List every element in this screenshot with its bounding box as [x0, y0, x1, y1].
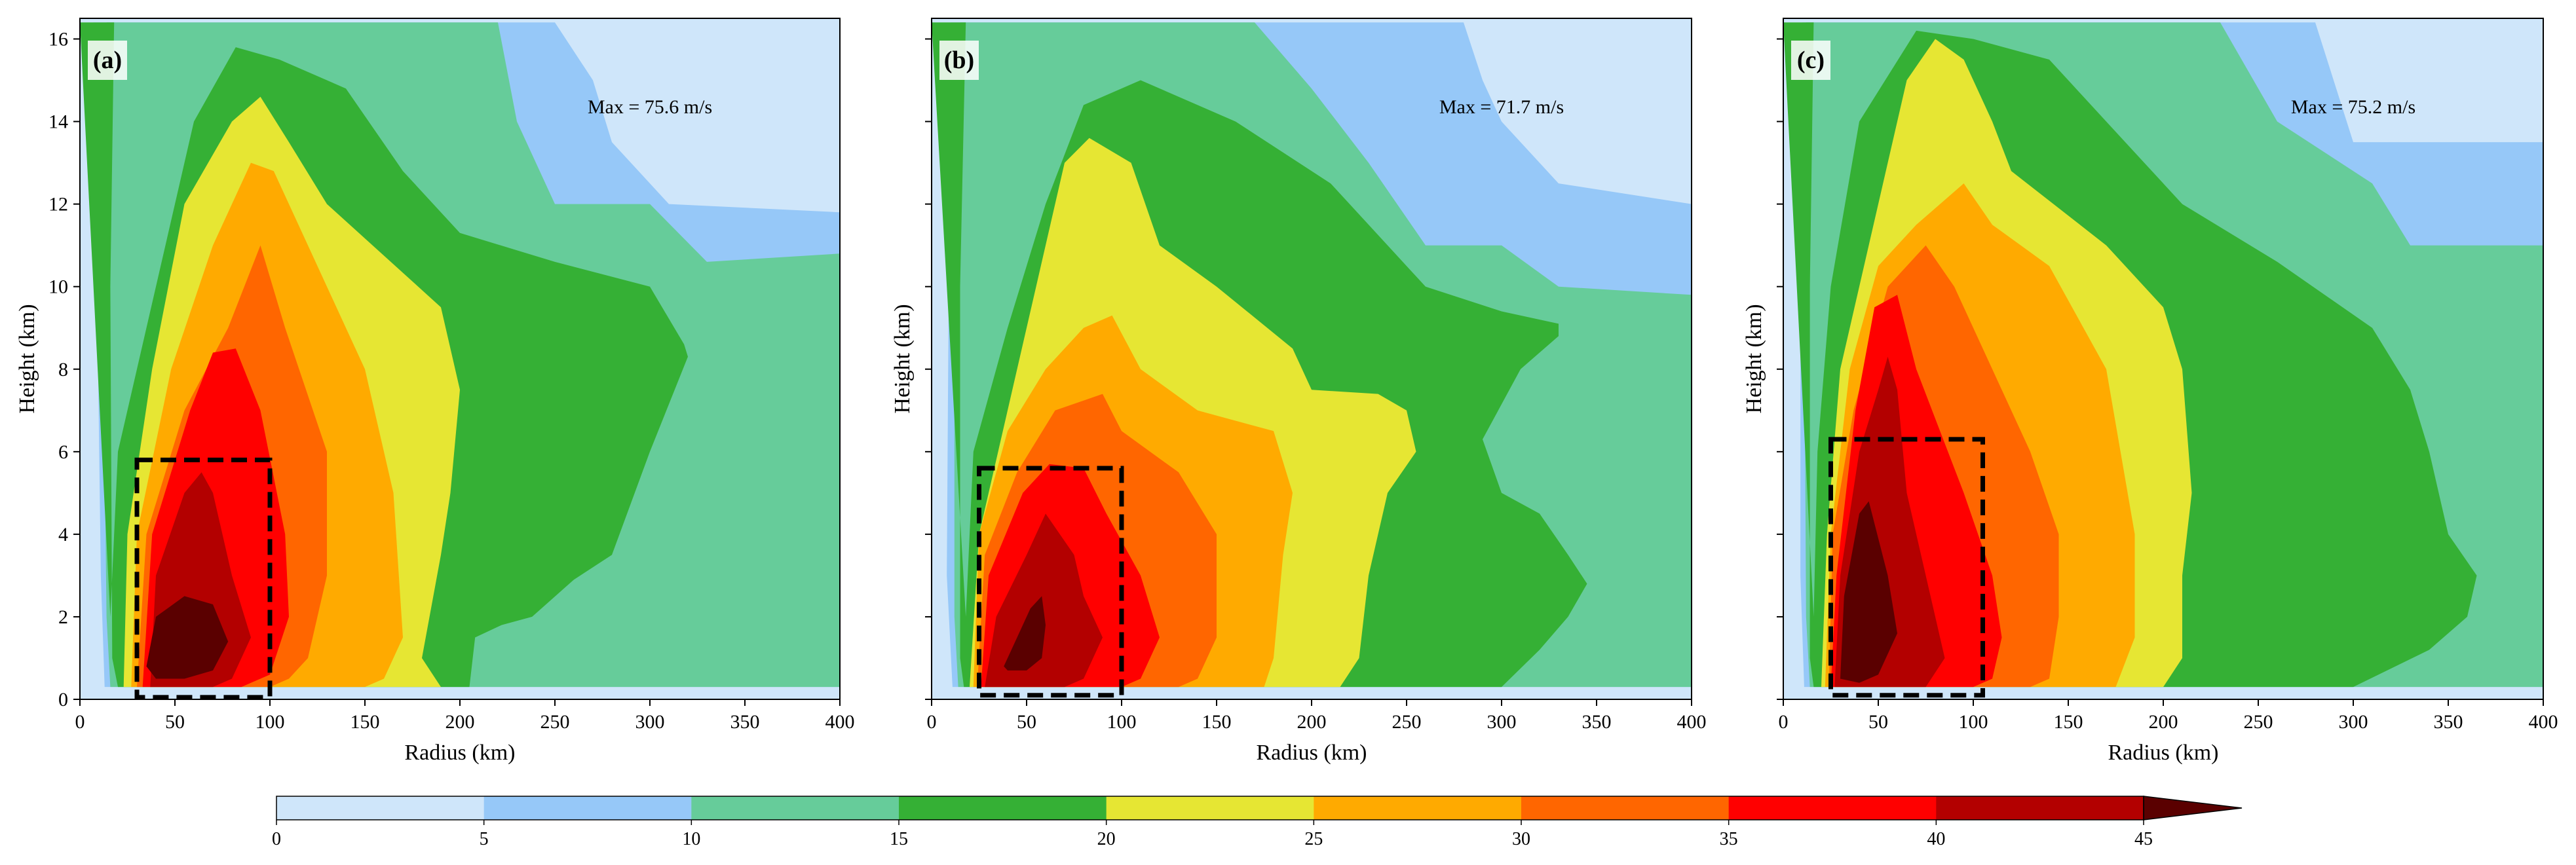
x-axis-label: Radius (km): [404, 741, 515, 765]
x-tick-label: 50: [165, 711, 185, 733]
panel-a: 0 50 100 150 200 250 300 350 400 0 2 4 6 8 10 12 14 16 Rad…: [15, 18, 855, 765]
x-tick-label: 0: [927, 711, 937, 733]
colorbar-tick-label: 25: [1304, 829, 1323, 849]
colorbar-segment: [276, 796, 485, 820]
panel-c: 0 50 100 150 200 250 300 350 400 Radius (km) Heigh…: [1742, 18, 2558, 765]
y-tick-label: 14: [48, 111, 68, 133]
x-tick-label: 150: [2054, 711, 2083, 733]
x-tick-label: 150: [350, 711, 380, 733]
colorbar-segment: [1936, 796, 2144, 820]
x-tick-label: 200: [2149, 711, 2178, 733]
core-region-box: [134, 457, 273, 700]
core-region-box: [1828, 437, 1985, 698]
x-tick-label: 350: [730, 711, 760, 733]
panel-label-background: [939, 41, 979, 80]
colorbar: 0 5 10 15 20 25 30 35 40 45: [272, 796, 2243, 849]
x-tick-label: 400: [2529, 711, 2558, 733]
panel-label: (b): [944, 46, 974, 74]
colorbar-tick-label: 30: [1512, 829, 1530, 849]
x-tick-label: 100: [1107, 711, 1137, 733]
panel-label: (a): [93, 46, 122, 74]
x-tick-label: 300: [1487, 711, 1517, 733]
x-tick-label: 300: [2339, 711, 2368, 733]
panel-label-background: [1791, 41, 1830, 80]
colorbar-tick-label: 20: [1097, 829, 1116, 849]
colorbar-tick-label: 10: [682, 829, 700, 849]
x-tick-label: 100: [1959, 711, 1988, 733]
contour-level-40: [985, 513, 1103, 688]
y-tick-label: 4: [58, 524, 68, 545]
x-tick-label: 250: [2244, 711, 2273, 733]
contour-level-45: [1004, 596, 1046, 671]
x-tick-label: 150: [1202, 711, 1232, 733]
y-tick-label: 2: [58, 606, 68, 628]
y-tick-label: 6: [58, 441, 68, 463]
panel-label: (c): [1797, 46, 1825, 74]
y-axis-label: Height (km): [1742, 304, 1766, 413]
y-tick-label: 12: [48, 194, 68, 215]
x-tick-label: 300: [635, 711, 665, 733]
x-tick-label: 400: [825, 711, 855, 733]
colorbar-tick-label: 5: [480, 829, 489, 849]
x-tick-label: 0: [1779, 711, 1789, 733]
panel-b: 0 50 100 150 200 250 300 350 400 Radius (km) Heigh…: [890, 18, 1707, 765]
x-axis-label: Radius (km): [1256, 741, 1367, 765]
colorbar-segment: [1728, 796, 1937, 820]
x-tick-label: 100: [256, 711, 285, 733]
panel-label-background: [88, 41, 127, 80]
colorbar-segment: [1106, 796, 1314, 820]
x-tick-label: 350: [2434, 711, 2463, 733]
x-tick-label: 50: [1868, 711, 1888, 733]
x-tick-label: 350: [1582, 711, 1612, 733]
x-tick-label: 50: [1017, 711, 1036, 733]
colorbar-segment: [483, 796, 692, 820]
max-wind-annotation: Max = 75.2 m/s: [2291, 96, 2415, 118]
colorbar-segment: [899, 796, 1107, 820]
x-tick-label: 0: [75, 711, 85, 733]
contour-level-45: [146, 596, 229, 679]
colorbar-segment: [1521, 796, 1730, 820]
x-tick-label: 200: [1297, 711, 1327, 733]
x-tick-label: 250: [540, 711, 570, 733]
colorbar-tick-label: 40: [1927, 829, 1945, 849]
x-axis-label: Radius (km): [2108, 741, 2218, 765]
x-tick-label: 200: [445, 711, 475, 733]
colorbar-segment: [691, 796, 900, 820]
colorbar-outline: [276, 796, 2144, 820]
max-wind-annotation: Max = 71.7 m/s: [1439, 96, 1564, 118]
colorbar-tick-label: 15: [890, 829, 908, 849]
max-wind-annotation: Max = 75.6 m/s: [588, 96, 712, 118]
y-axis-label: Height (km): [15, 304, 39, 413]
colorbar-segment: [1314, 796, 1522, 820]
x-tick-label: 250: [1392, 711, 1422, 733]
x-tick-label: 400: [1677, 711, 1707, 733]
y-axis-label: Height (km): [890, 304, 915, 413]
contour-level-45: [1840, 501, 1897, 683]
colorbar-tick-label: 35: [1720, 829, 1738, 849]
y-tick-label: 8: [58, 359, 68, 380]
y-tick-label: 16: [48, 29, 68, 50]
core-region-box: [977, 466, 1124, 698]
y-tick-label: 10: [48, 276, 68, 298]
colorbar-tick-label: 45: [2134, 829, 2153, 849]
y-tick-label: 0: [58, 689, 68, 710]
colorbar-extend-arrow: [2143, 796, 2243, 820]
colorbar-tick-label: 0: [272, 829, 281, 849]
